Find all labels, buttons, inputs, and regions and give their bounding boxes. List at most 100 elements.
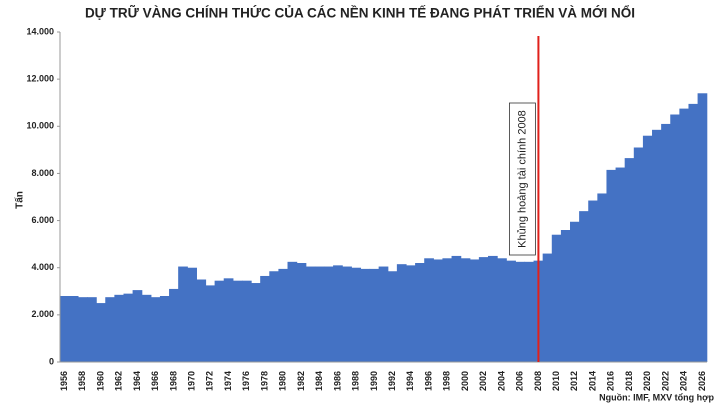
bar: [661, 123, 671, 362]
x-tick-label: 1970: [187, 371, 197, 391]
bar: [323, 266, 334, 362]
x-tick-label: 1964: [132, 371, 142, 391]
x-tick-label: 2024: [679, 371, 689, 391]
bar: [451, 255, 462, 362]
bar: [560, 230, 571, 362]
bar: [278, 268, 289, 362]
annotation-text: Khủng hoảng tài chính 2008: [516, 110, 528, 248]
bar: [597, 193, 608, 362]
bar: [232, 280, 243, 362]
bar: [296, 263, 307, 362]
x-tick-label: 1958: [77, 371, 87, 391]
bar: [77, 297, 88, 362]
bar: [223, 278, 234, 362]
x-tick-label: 1974: [223, 371, 233, 391]
source: Nguồn: IMF, MXV tổng hợp: [599, 392, 714, 402]
bar: [123, 293, 134, 362]
y-tick-label: 6.000: [31, 215, 54, 225]
bar: [396, 264, 407, 362]
bar: [542, 253, 553, 362]
bar: [360, 268, 371, 362]
x-tick-label: 2018: [624, 371, 634, 391]
x-tick-label: 1962: [114, 371, 124, 391]
bar: [59, 296, 70, 362]
x-tick-label: 1994: [405, 371, 415, 391]
bar: [506, 260, 516, 362]
bar: [524, 261, 535, 362]
bar: [141, 294, 152, 362]
y-axis-label: Tấn: [14, 191, 26, 209]
bar: [415, 263, 425, 362]
x-tick-label: 1980: [278, 371, 288, 391]
bar: [615, 167, 626, 362]
annotation-box: [509, 102, 536, 256]
bar: [305, 266, 316, 362]
x-tick-label: 1968: [168, 371, 178, 391]
bar: [68, 296, 79, 362]
bar: [205, 285, 216, 362]
bar: [105, 297, 115, 362]
bar: [515, 261, 526, 362]
bar: [87, 297, 97, 362]
x-tick-label: 1966: [150, 371, 160, 391]
x-tick-label: 1992: [387, 371, 397, 391]
bar: [670, 114, 680, 362]
bar: [478, 257, 489, 362]
bar: [405, 265, 416, 362]
bar: [633, 147, 644, 362]
bar: [679, 108, 690, 362]
bar: [460, 258, 471, 362]
bar: [269, 271, 280, 362]
bar: [333, 265, 343, 362]
bar: [187, 267, 197, 362]
y-tick-label: 0: [49, 356, 54, 366]
bar: [606, 169, 617, 362]
bar: [169, 288, 179, 362]
x-tick-label: 2012: [569, 371, 579, 391]
x-tick-label: 1988: [351, 371, 361, 391]
bar: [150, 297, 161, 362]
bar: [642, 135, 653, 362]
bar: [497, 258, 507, 362]
y-tick-label: 12.000: [26, 74, 54, 84]
bar: [378, 266, 389, 362]
bar: [697, 93, 708, 363]
y-tick-label: 8.000: [31, 168, 54, 178]
bar: [314, 266, 325, 362]
x-tick-label: 2010: [551, 371, 561, 391]
bar: [652, 129, 662, 362]
y-tick-label: 14.000: [26, 26, 54, 36]
x-tick-label: 2014: [587, 371, 597, 391]
bar: [487, 255, 498, 362]
x-tick-label: 1976: [241, 371, 251, 391]
bar: [579, 211, 589, 362]
bar: [260, 275, 270, 362]
x-tick-label: 1972: [205, 371, 215, 391]
x-tick-label: 2020: [642, 371, 652, 391]
bar: [624, 158, 635, 362]
x-tick-label: 1996: [423, 371, 433, 391]
y-tick-label: 4.000: [31, 262, 54, 272]
x-tick-label: 2002: [478, 371, 488, 391]
bar: [369, 268, 380, 362]
bar: [570, 221, 580, 362]
x-tick-label: 2000: [460, 371, 470, 391]
bar: [469, 259, 480, 362]
bar: [178, 266, 188, 362]
bar: [442, 258, 453, 362]
bar: [433, 259, 444, 362]
bar: [214, 280, 225, 362]
bar: [287, 261, 298, 362]
bar: [96, 303, 106, 362]
x-tick-label: 2026: [697, 371, 707, 391]
bar: [132, 290, 143, 362]
bar: [114, 294, 125, 362]
bar: [424, 258, 434, 362]
x-tick-label: 1960: [95, 371, 105, 391]
x-tick-label: 2008: [533, 371, 543, 391]
bar: [159, 296, 170, 362]
bar: [551, 234, 562, 362]
y-tick-label: 10.000: [26, 121, 54, 131]
x-tick-label: 1982: [296, 371, 306, 391]
